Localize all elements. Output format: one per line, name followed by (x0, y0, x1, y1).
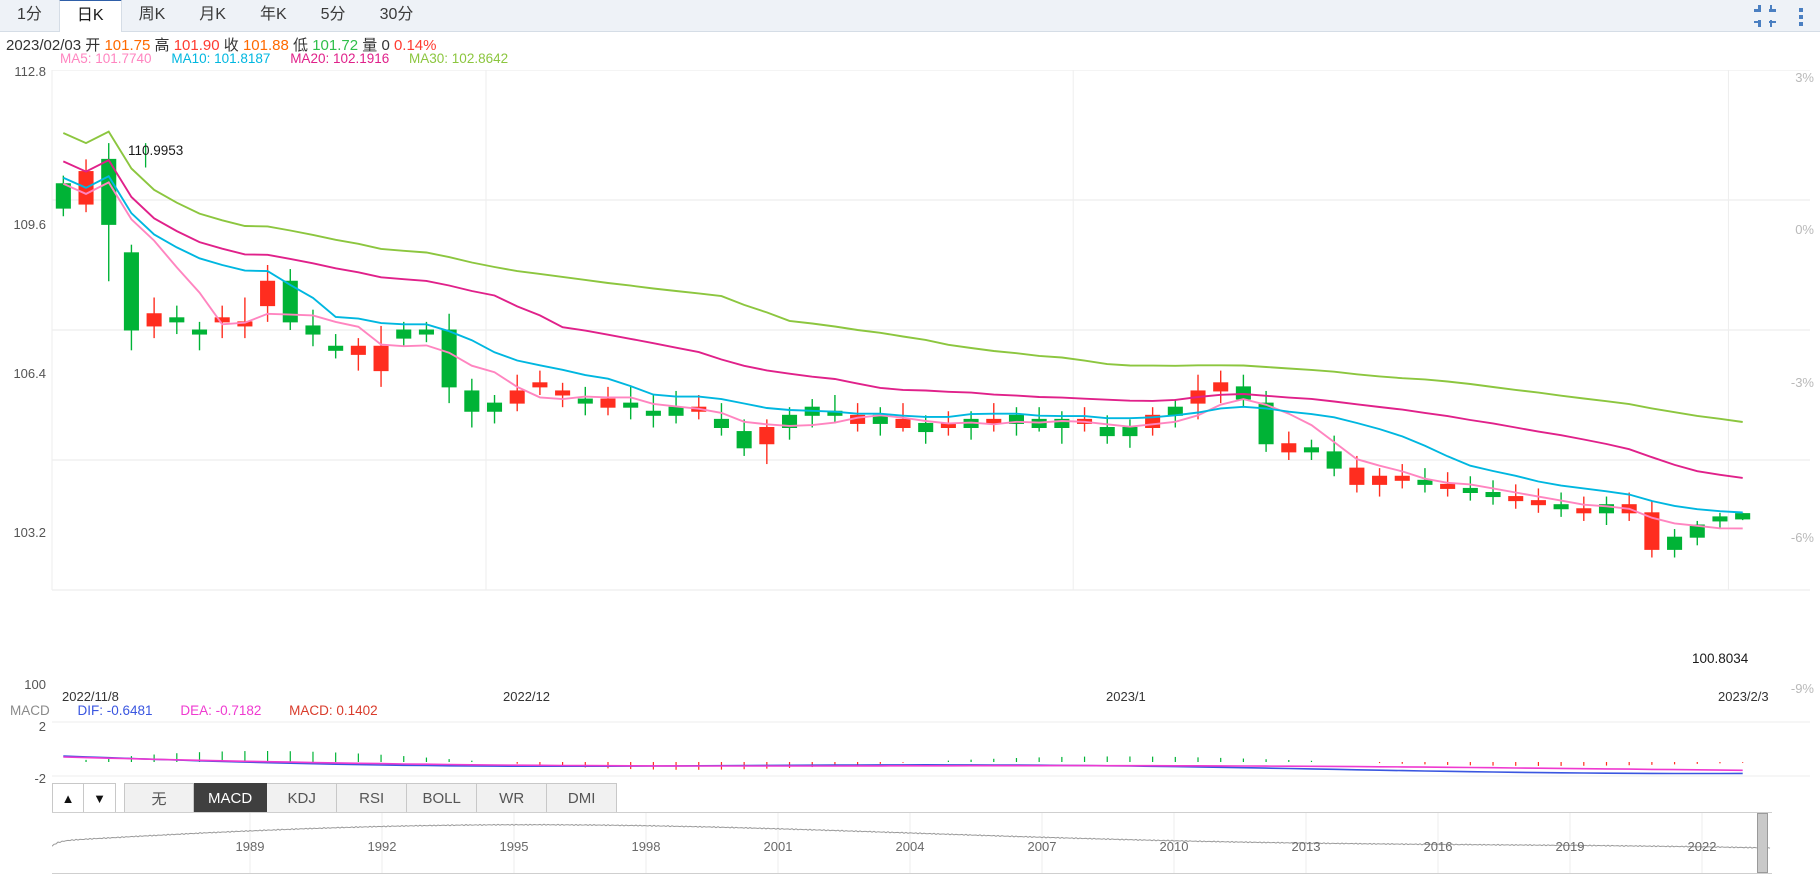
right-axis-tick-3: -6% (1790, 530, 1814, 545)
scroll-down-button[interactable]: ▼ (84, 783, 116, 813)
quote-info-line: 2023/02/03 开 101.75 高 101.90 收 101.88 低 … (6, 34, 437, 55)
indicator-tab-macd[interactable]: MACD (194, 783, 268, 813)
ma30-legend: MA30: 102.8642 (409, 51, 509, 66)
macd-plot[interactable] (46, 718, 1814, 784)
y-axis-tick-4: 100 (24, 677, 46, 692)
ma20-legend: MA20: 102.1916 (290, 51, 390, 66)
timeframe-tabbar: 1分 日K 周K 月K 年K 5分 30分 (0, 0, 1820, 32)
more-vertical-icon[interactable] (1790, 5, 1812, 27)
indicator-tab-kdj[interactable]: KDJ (267, 783, 338, 813)
navigator-right-handle[interactable] (1757, 813, 1768, 873)
x-axis-tick-0: 2022/11/8 (62, 689, 119, 704)
y-axis-tick-2: 106.4 (13, 366, 46, 381)
candlestick-plot[interactable] (46, 70, 1814, 690)
low-label: 低 (293, 37, 309, 54)
macd-legend: MACD DIF: -0.6481 DEA: -0.7182 MACD: 0.1… (10, 703, 402, 718)
price-chart-pane[interactable] (46, 70, 1814, 690)
close-label: 收 (223, 37, 239, 54)
tab-weekly[interactable]: 周K (138, 6, 166, 23)
tab-yearly[interactable]: 年K (259, 6, 287, 23)
indicator-tab-dmi[interactable]: DMI (547, 783, 618, 813)
right-axis-tick-4: -9% (1790, 681, 1814, 696)
navigator-year-1: 1992 (367, 839, 397, 854)
macd-axis-top: 2 (38, 719, 46, 734)
navigator-year-7: 2010 (1159, 839, 1189, 854)
high-value: 101.90 (173, 37, 220, 54)
indicator-tab-wr[interactable]: WR (477, 783, 548, 813)
navigator-year-0: 1989 (235, 839, 265, 854)
right-axis-tick-2: -3% (1790, 375, 1814, 390)
volume-label: 量 (362, 37, 378, 54)
tab-1min[interactable]: 1分 (17, 6, 42, 23)
tab-30min[interactable]: 30分 (379, 6, 414, 23)
macd-axis-bottom: -2 (34, 771, 46, 786)
low-price-annotation: 100.8034 (1692, 651, 1749, 666)
right-axis-tick-0: 3% (1795, 70, 1814, 85)
x-axis-tick-2: 2023/1 (1106, 689, 1146, 704)
navigator-year-4: 2001 (763, 839, 793, 854)
ma10-legend: MA10: 101.8187 (171, 51, 271, 66)
macd-title: MACD (10, 703, 50, 718)
high-label: 高 (154, 37, 170, 54)
navigator-year-9: 2016 (1423, 839, 1453, 854)
x-axis-tick-1: 2022/12 (503, 689, 550, 704)
tab-daily[interactable]: 日K (58, 0, 122, 32)
toolbar-icons (1754, 0, 1812, 32)
navigator-year-5: 2004 (895, 839, 925, 854)
navigator-year-11: 2022 (1687, 839, 1717, 854)
tab-monthly[interactable]: 月K (199, 6, 226, 23)
quote-date: 2023/02/03 (6, 37, 82, 54)
navigator-sparkline[interactable] (52, 813, 1772, 873)
close-value: 101.88 (242, 37, 289, 54)
macd-dif-value: DIF: -0.6481 (77, 703, 153, 718)
indicator-tab-boll[interactable]: BOLL (407, 783, 478, 813)
right-axis-tick-1: 0% (1795, 222, 1814, 237)
scroll-up-button[interactable]: ▲ (52, 783, 84, 813)
y-axis-tick-3: 103.2 (13, 525, 46, 540)
open-label: 开 (85, 37, 101, 54)
open-value: 101.75 (104, 37, 151, 54)
macd-indicator-pane[interactable] (46, 718, 1814, 784)
volume-value: 0 (381, 37, 390, 54)
shrink-icon[interactable] (1754, 5, 1776, 27)
navigator-year-6: 2007 (1027, 839, 1057, 854)
navigator-year-8: 2013 (1291, 839, 1321, 854)
indicator-tab-none[interactable]: 无 (124, 783, 194, 813)
low-value: 101.72 (312, 37, 359, 54)
navigator-year-3: 1998 (631, 839, 661, 854)
y-axis-tick-0: 112.8 (14, 64, 46, 79)
x-axis-tick-3: 2023/2/3 (1718, 689, 1769, 704)
indicator-tab-rsi[interactable]: RSI (337, 783, 408, 813)
change-percent: 0.14% (393, 37, 437, 54)
moving-average-legend: MA5: 101.7740 MA10: 101.8187 MA20: 102.1… (60, 51, 524, 66)
y-axis-tick-1: 109.6 (13, 217, 46, 232)
tab-5min[interactable]: 5分 (320, 6, 346, 23)
navigator-year-10: 2019 (1555, 839, 1585, 854)
high-price-annotation: 110.9953 (128, 143, 184, 158)
macd-dea-value: DEA: -0.7182 (180, 703, 262, 718)
range-navigator[interactable]: 1989 1992 1995 1998 2001 2004 2007 2010 … (52, 812, 1772, 874)
macd-macd-value: MACD: 0.1402 (289, 703, 378, 718)
ma5-legend: MA5: 101.7740 (60, 51, 152, 66)
indicator-tab-strip: ▲ ▼ 无 MACD KDJ RSI BOLL WR DMI (52, 783, 618, 813)
navigator-year-2: 1995 (499, 839, 529, 854)
